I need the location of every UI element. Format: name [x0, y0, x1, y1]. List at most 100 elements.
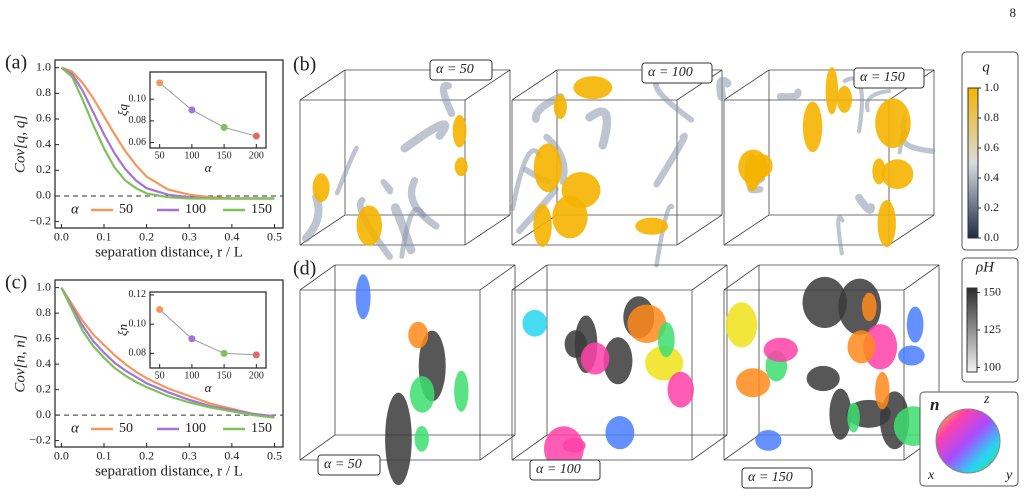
x-tick-label: 0.0: [54, 229, 69, 243]
n-blob: [355, 274, 371, 320]
q-blob: [802, 101, 823, 153]
cube-edge: [723, 264, 760, 291]
series-line: [60, 66, 275, 200]
cube-edge: [299, 264, 336, 291]
colorbar-tick-label: 0.8: [984, 110, 999, 124]
q-blob: [356, 205, 383, 246]
y-tick-label: 0.0: [36, 407, 51, 421]
n-blob: [847, 330, 876, 364]
n-blob: [454, 370, 469, 412]
cube-label: α = 150: [853, 67, 925, 89]
cube-edge: [299, 69, 346, 101]
cube-label-text: α = 50: [436, 62, 474, 77]
filament: [836, 215, 845, 256]
filament: [334, 145, 359, 196]
cube: [511, 264, 728, 471]
x-axis-label: α: [205, 160, 213, 175]
cube-edge: [691, 264, 728, 291]
axis-letter: x: [927, 468, 935, 483]
y-tick-label: 1.0: [36, 279, 51, 293]
cube-edge: [479, 264, 516, 291]
q-blob: [312, 173, 330, 203]
x-tick-label: 0.1: [97, 448, 112, 462]
x-tick-label: 0.2: [139, 448, 154, 462]
x-tick-label: 200: [249, 370, 264, 381]
rho-blob: [806, 365, 840, 392]
y-tick-label: −0.2: [29, 432, 51, 446]
n-blob: [906, 306, 924, 343]
y-tick-label: 0.4: [36, 356, 51, 370]
cube-label-text: α = 100: [536, 462, 581, 477]
label-box: [741, 467, 813, 489]
cube-edge: [299, 434, 336, 461]
rho-blob: [603, 337, 633, 385]
q-blob: [751, 154, 773, 178]
n-blob: [409, 376, 435, 413]
filament: [585, 107, 612, 150]
series-line: [60, 287, 275, 418]
series-line: [60, 287, 275, 418]
cube-label: α = 100: [529, 459, 601, 481]
n-blob: [408, 321, 429, 349]
marker: [252, 132, 260, 140]
legend-label: 50: [119, 202, 133, 217]
series-line: [159, 309, 257, 356]
cube-edge: [723, 69, 770, 101]
cube-edge: [691, 434, 728, 461]
n-blob: [875, 371, 890, 410]
cube-label: α = 50: [317, 454, 381, 476]
x-tick-label: 50: [155, 370, 165, 381]
x-tick-label: 0.0: [54, 448, 69, 462]
q-blob: [872, 158, 886, 185]
cube-edge: [723, 434, 760, 461]
series-line: [60, 287, 275, 419]
cube: [299, 264, 516, 486]
q-blob: [533, 204, 552, 247]
y-axis-label: Cov[n, n]: [12, 334, 28, 393]
cube-label-text: α = 100: [648, 65, 693, 80]
colorbar-label: q: [982, 59, 990, 75]
x-tick-label: 0.5: [267, 229, 282, 243]
y-axis-label: Cov[q, q]: [12, 115, 28, 174]
marker: [156, 306, 164, 314]
n-blob: [863, 324, 898, 370]
colorbar-tick-label: 1.0: [984, 80, 999, 94]
colorbar-tick-label: 150: [983, 284, 1001, 298]
y-tick-label: 0.8: [36, 305, 51, 319]
filament: [439, 81, 456, 118]
x-tick-label: 0.5: [267, 448, 282, 462]
cube: [510, 69, 723, 268]
n-blob: [898, 345, 925, 366]
filament: [855, 193, 875, 214]
cube-label-text: α = 150: [748, 470, 793, 485]
cube-edge: [676, 69, 723, 101]
colorbar-tick-label: 0.2: [984, 200, 999, 214]
n-blob: [667, 371, 694, 408]
cube-edge: [723, 214, 770, 246]
q-blob: [877, 199, 896, 248]
colorbar: [967, 87, 979, 239]
filament: [407, 177, 440, 230]
colorbar: [966, 287, 978, 373]
filament: [653, 78, 695, 123]
x-tick-label: 200: [249, 150, 264, 161]
filament: [716, 76, 732, 102]
marker: [252, 351, 260, 359]
x-tick-label: 100: [184, 370, 199, 381]
filament: [301, 193, 323, 243]
filament: [543, 133, 568, 185]
x-axis-label: separation distance, r / L: [95, 245, 243, 261]
q-blob: [836, 85, 853, 113]
legend-label: 100: [185, 421, 206, 436]
filament: [390, 203, 416, 255]
cube-label: α = 150: [741, 467, 813, 489]
legend-title: α: [71, 420, 80, 436]
cube: [299, 69, 511, 260]
label-box: [529, 459, 601, 481]
marker: [220, 123, 228, 131]
x-tick-label: 150: [217, 370, 232, 381]
x-tick-label: 150: [217, 150, 232, 161]
y-tick-label: 0.06: [129, 137, 147, 148]
n-blob: [735, 368, 771, 398]
